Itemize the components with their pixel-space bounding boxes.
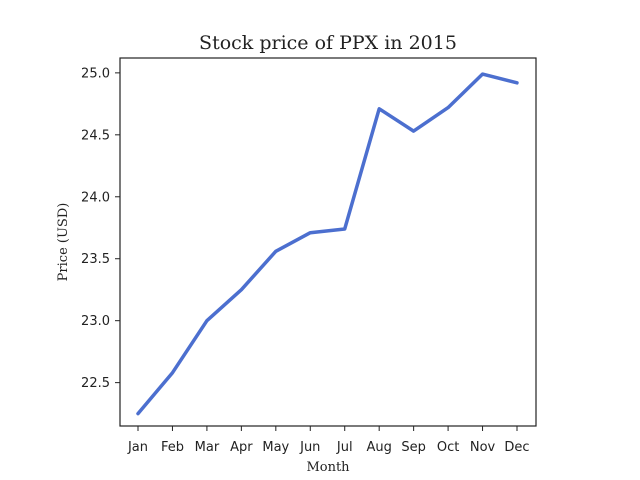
x-axis-label: Month: [306, 460, 350, 475]
x-tick-label: Jun: [299, 440, 320, 455]
x-tick-label: Nov: [470, 440, 496, 455]
x-tick-label: Dec: [504, 440, 529, 455]
y-axis: 22.5 23.0 23.5 24.0 24.5 25.0: [81, 66, 120, 391]
plot-area: [119, 57, 537, 427]
x-tick-label: May: [262, 440, 289, 455]
x-tick-label: Jul: [336, 440, 353, 455]
y-tick-label: 22.5: [81, 376, 110, 391]
series-group: [136, 72, 519, 416]
y-tick-label: 23.5: [81, 252, 110, 267]
y-tick-label: 24.0: [81, 190, 110, 205]
price-line: [136, 72, 519, 416]
x-tick-label: Aug: [366, 440, 391, 455]
x-tick-label: Oct: [437, 440, 459, 455]
y-tick-label: 23.0: [81, 314, 110, 329]
y-tick-label: 24.5: [81, 128, 110, 143]
x-tick-label: Jan: [127, 440, 148, 455]
x-tick-label: Apr: [230, 440, 253, 455]
x-tick-label: Mar: [195, 440, 220, 455]
chart-title: Stock price of PPX in 2015: [199, 32, 457, 54]
x-tick-label: Feb: [161, 440, 184, 455]
x-tick-label: Sep: [401, 440, 426, 455]
y-tick-label: 25.0: [81, 66, 110, 81]
x-axis: Jan Feb Mar Apr May Jun Jul Aug Sep Oct Nov Dec: [127, 426, 530, 455]
y-axis-label: Price (USD): [56, 203, 71, 282]
